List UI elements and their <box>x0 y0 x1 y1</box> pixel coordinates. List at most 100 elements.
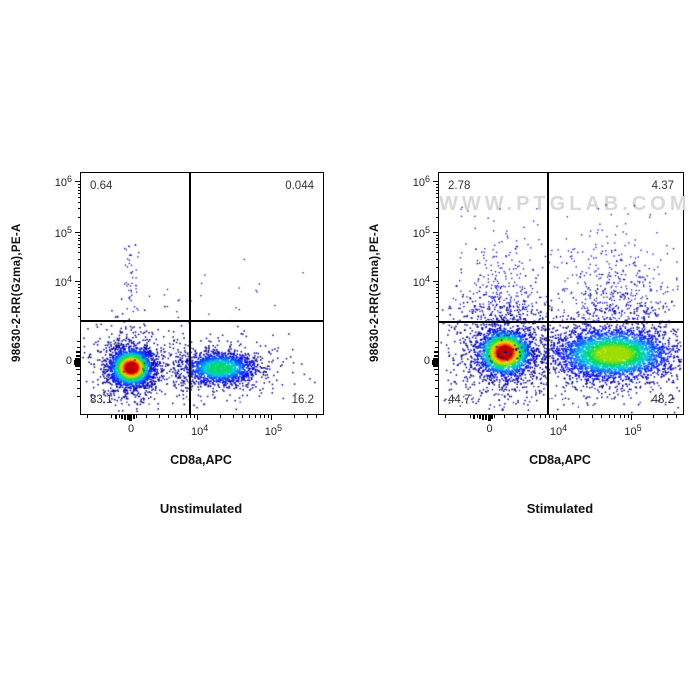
x-axis-tick <box>158 414 160 418</box>
x-axis-tick <box>627 414 629 418</box>
x-axis-tick <box>111 414 113 418</box>
y-axis-tick <box>74 359 81 363</box>
y-axis-tick <box>77 341 81 343</box>
y-axis-tick <box>77 379 81 381</box>
quadrant-stat-lower-left: 44.7 <box>448 394 471 406</box>
x-axis-tick <box>485 414 488 420</box>
x-tick-label: 0 <box>128 423 135 435</box>
y-axis-tick <box>435 240 439 242</box>
x-axis-tick <box>614 414 616 418</box>
quadrant-stat-lower-right: 48.2 <box>651 394 674 406</box>
y-axis-tick <box>435 379 439 381</box>
x-axis-tick <box>623 414 625 418</box>
y-axis-ticks <box>429 173 439 414</box>
y-axis-tick <box>435 396 439 398</box>
y-axis-tick <box>77 286 81 288</box>
y-axis-tick <box>77 289 81 291</box>
y-axis-tick <box>435 286 439 288</box>
x-axis-tick <box>482 414 485 420</box>
x-axis-tick <box>552 414 554 418</box>
y-axis-tick <box>435 296 439 298</box>
y-axis-tick <box>75 357 81 360</box>
x-axis-tick <box>504 414 506 418</box>
y-axis-tick <box>435 307 439 309</box>
x-axis-tick <box>135 414 137 418</box>
x-axis-tick <box>124 414 127 420</box>
y-tick-label: 0 <box>65 355 72 368</box>
x-axis-tick <box>653 414 655 418</box>
panel-title-stimulated: Stimulated <box>526 501 594 516</box>
y-axis-tick <box>77 237 81 239</box>
y-axis-tick <box>77 243 81 245</box>
y-axis-tick <box>435 184 439 186</box>
plot-area-stimulated: WWW.PTGLAB.COM 2.78 4.37 44.7 48.2 01041… <box>413 172 687 438</box>
y-axis-tick <box>435 267 439 269</box>
quadrant-stat-upper-right: 0.044 <box>285 180 314 192</box>
y-axis-tick <box>435 316 439 318</box>
y-axis-tick <box>435 189 439 191</box>
y-axis-tick <box>77 396 81 398</box>
x-axis-tick <box>631 414 633 420</box>
y-axis-tick <box>77 184 81 186</box>
y-tick-label: 104 <box>54 273 72 289</box>
y-axis-tick <box>435 243 439 245</box>
x-axis-tick <box>619 414 621 418</box>
y-axis-tick <box>77 240 81 242</box>
x-axis-tick <box>517 414 519 418</box>
x-axis-tick <box>260 414 262 418</box>
y-axis-tick <box>77 217 81 219</box>
quadrant-gate-horizontal-line[interactable] <box>81 320 323 323</box>
x-axis-tick <box>175 414 177 418</box>
y-axis-tick <box>77 316 81 318</box>
x-tick-label: 104 <box>190 423 209 438</box>
y-axis-tick <box>77 252 81 254</box>
x-axis-tick <box>219 414 221 418</box>
y-axis-tick <box>77 373 81 375</box>
quadrant-gate-vertical-line[interactable] <box>189 173 192 414</box>
y-axis-tick <box>434 351 439 354</box>
y-axis-tick <box>77 201 81 203</box>
y-axis-tick <box>77 208 81 210</box>
x-axis-tick <box>293 414 295 418</box>
x-axis-tick <box>494 414 496 418</box>
x-axis-tick <box>268 414 270 418</box>
x-axis-tick <box>591 414 593 418</box>
y-axis-tick <box>76 354 81 357</box>
y-axis-tick <box>433 181 439 183</box>
y-axis-tick <box>77 284 81 286</box>
y-axis-tick <box>435 196 439 198</box>
y-axis-tick <box>435 289 439 291</box>
quadrant-stat-upper-left: 2.78 <box>448 180 471 192</box>
y-axis-tick <box>434 354 439 357</box>
dot-plot-canvas-stimulated <box>439 173 683 414</box>
y-tick-label: 106 <box>412 173 430 189</box>
y-axis-tick-labels: 106 105 104 0 <box>391 173 435 414</box>
x-axis-tick <box>549 414 551 418</box>
y-tick-label: 105 <box>54 224 72 240</box>
y-axis-tick <box>435 208 439 210</box>
y-axis-tick <box>432 359 439 363</box>
x-axis-tick <box>533 414 535 418</box>
y-axis-tick <box>75 365 81 368</box>
x-axis-label: CD8a,APC <box>529 453 591 467</box>
x-axis-tick <box>444 414 446 418</box>
y-axis-tick <box>77 296 81 298</box>
quadrant-gate-horizontal-line[interactable] <box>439 320 683 323</box>
quadrant-gate-vertical-line[interactable] <box>547 173 550 414</box>
y-axis-tick <box>434 369 439 371</box>
x-axis-label: CD8a,APC <box>170 453 232 467</box>
x-axis-tick <box>129 414 133 421</box>
x-axis-tick <box>544 414 546 418</box>
x-axis-tick <box>193 414 195 418</box>
x-tick-label: 0 <box>486 423 493 435</box>
y-axis-ticks <box>71 173 81 414</box>
x-axis-tick-labels: 0 104 105 <box>81 423 323 445</box>
x-axis-tick <box>197 414 199 420</box>
y-tick-label: 0 <box>423 355 430 368</box>
x-axis-tick <box>539 414 541 418</box>
y-axis-tick <box>435 217 439 219</box>
x-axis-tick <box>254 414 256 418</box>
x-axis-tick <box>608 414 610 418</box>
plot-area-unstimulated: 0.64 0.044 83.1 16.2 0 104 105 106 105 104 0 <box>55 172 324 438</box>
x-axis-tick <box>126 414 129 420</box>
